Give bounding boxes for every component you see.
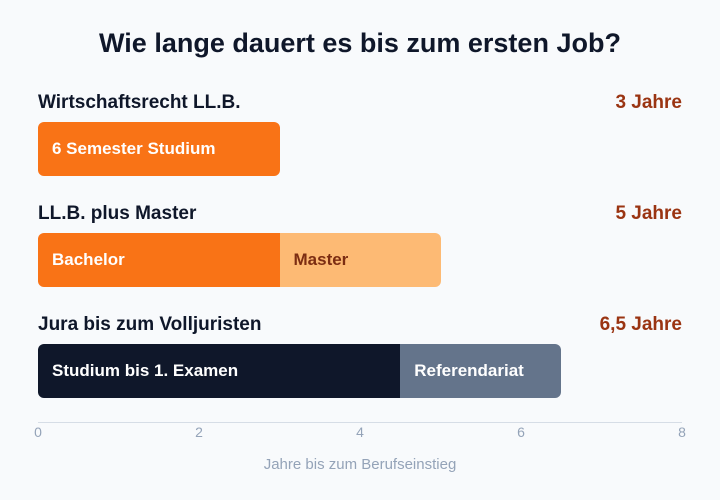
bar-segment-label: Master	[293, 250, 349, 269]
x-tick-label: 8	[678, 424, 686, 440]
bar-segment: Master	[279, 233, 441, 287]
bar-segment: 6 Semester Studium	[38, 122, 280, 176]
x-axis-label: Jahre bis zum Berufseinstieg	[263, 456, 457, 473]
bar-segment-label: Bachelor	[52, 250, 125, 269]
row-label: Jura bis zum Volljuristen	[38, 314, 262, 335]
chart-title: Wie lange dauert es bis zum ersten Job?	[99, 28, 621, 58]
bar-segment-label: Referendariat	[414, 361, 524, 380]
row-total-label: 3 Jahre	[615, 92, 682, 113]
bar-segment: Referendariat	[400, 344, 562, 398]
bar-track: Studium bis 1. Examen Referendariat	[38, 344, 682, 398]
x-tick-label: 4	[356, 424, 364, 440]
bar-segment: Studium bis 1. Examen	[38, 344, 401, 398]
bar-track: Bachelor Master	[38, 233, 682, 287]
bar-segment: Bachelor	[38, 233, 280, 287]
x-tick-label: 2	[195, 424, 203, 440]
bar-track: 6 Semester Studium	[38, 122, 682, 176]
row-label: LL.B. plus Master	[38, 203, 197, 224]
x-tick-label: 6	[517, 424, 525, 440]
row-total-label: 6,5 Jahre	[599, 314, 682, 335]
bar-segment-label: Studium bis 1. Examen	[52, 361, 239, 380]
row-total-label: 5 Jahre	[615, 203, 682, 224]
x-tick-label: 0	[34, 424, 42, 440]
x-axis-line	[38, 422, 682, 423]
bar-segment-label: 6 Semester Studium	[52, 139, 216, 158]
row-label: Wirtschaftsrecht LL.B.	[38, 92, 241, 113]
